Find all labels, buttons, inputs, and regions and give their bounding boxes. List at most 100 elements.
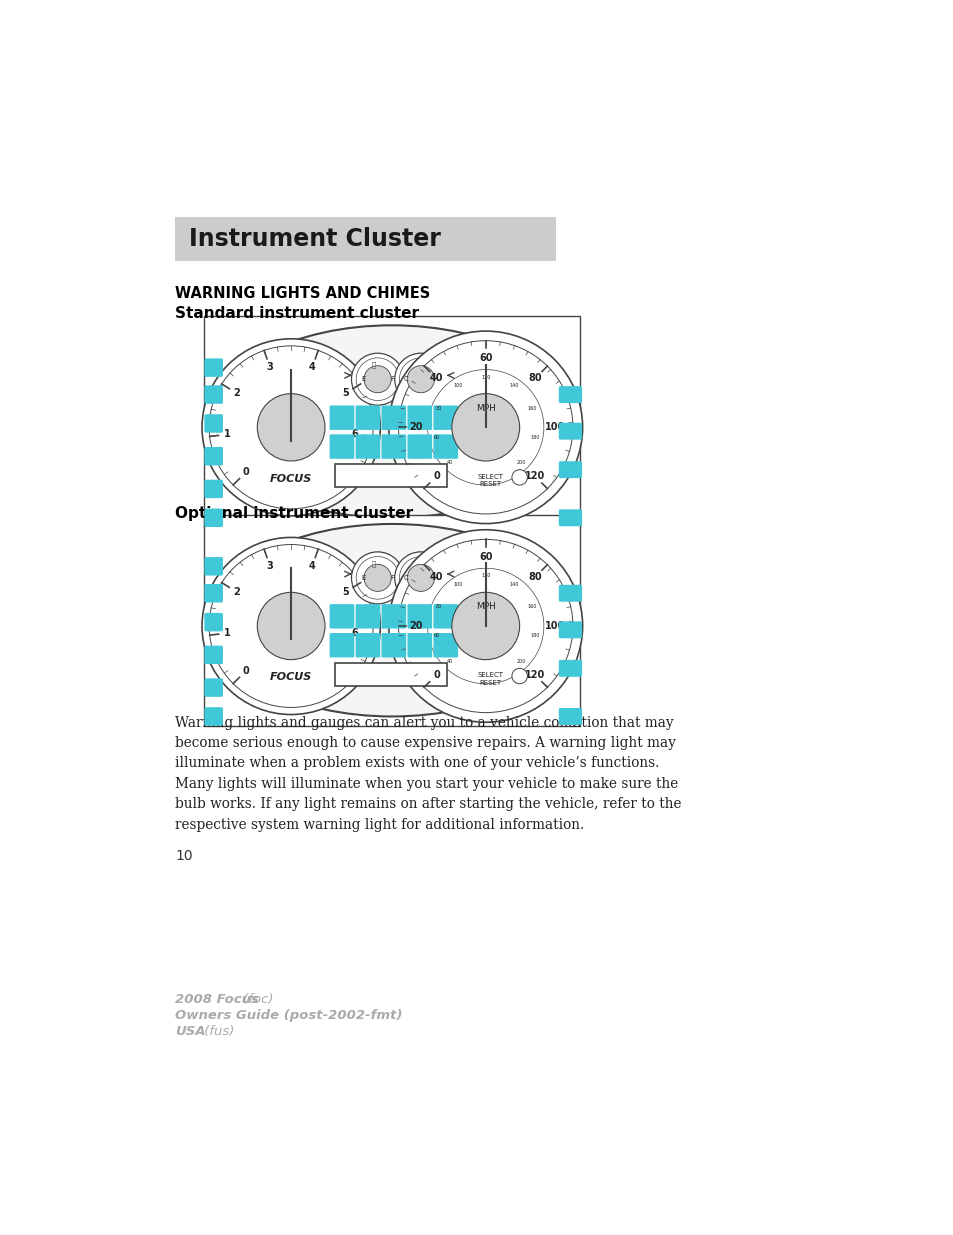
Text: E: E [360, 377, 365, 382]
Text: 4: 4 [309, 561, 315, 571]
Text: 120: 120 [480, 374, 490, 380]
Text: 120: 120 [480, 573, 490, 578]
Text: 40: 40 [447, 659, 453, 664]
Circle shape [389, 331, 582, 524]
Bar [204, 316, 579, 527]
Text: C: C [404, 574, 409, 580]
Text: 100: 100 [545, 621, 565, 631]
Text: MPH: MPH [476, 603, 496, 611]
Text: 10: 10 [174, 848, 193, 863]
FancyBboxPatch shape [204, 447, 223, 466]
FancyBboxPatch shape [204, 479, 223, 498]
FancyBboxPatch shape [204, 414, 223, 432]
Text: R|M: R|M [282, 608, 299, 618]
FancyBboxPatch shape [407, 435, 432, 458]
Bar [335, 464, 447, 487]
Circle shape [512, 668, 527, 684]
FancyBboxPatch shape [407, 604, 432, 629]
Circle shape [389, 530, 582, 722]
FancyBboxPatch shape [355, 604, 380, 629]
Text: Optional instrument cluster: Optional instrument cluster [174, 506, 413, 521]
Circle shape [257, 394, 325, 461]
Text: 0: 0 [242, 467, 249, 478]
FancyBboxPatch shape [204, 708, 223, 726]
Text: E: E [360, 574, 365, 580]
FancyBboxPatch shape [558, 422, 581, 440]
Text: 7: 7 [333, 467, 339, 478]
FancyBboxPatch shape [558, 387, 581, 403]
Circle shape [202, 338, 380, 516]
Circle shape [407, 564, 434, 592]
Circle shape [395, 353, 447, 405]
FancyBboxPatch shape [433, 435, 457, 458]
Text: 200: 200 [517, 659, 525, 664]
Text: 180: 180 [530, 435, 539, 440]
FancyBboxPatch shape [381, 634, 406, 657]
Circle shape [364, 564, 391, 592]
Text: USA: USA [174, 1025, 205, 1039]
FancyBboxPatch shape [558, 585, 581, 601]
Text: 5: 5 [342, 388, 349, 399]
Circle shape [364, 366, 391, 393]
Text: 3: 3 [266, 561, 274, 571]
Text: 120: 120 [524, 669, 544, 680]
Text: 2008 Focus: 2008 Focus [174, 993, 258, 1005]
Text: 60: 60 [433, 435, 439, 440]
Text: 0: 0 [433, 669, 439, 680]
FancyBboxPatch shape [381, 405, 406, 430]
Text: 80: 80 [436, 405, 442, 411]
FancyBboxPatch shape [204, 678, 223, 697]
Text: 180: 180 [530, 634, 539, 638]
Circle shape [512, 469, 527, 485]
Text: 1: 1 [224, 430, 231, 440]
FancyBboxPatch shape [330, 604, 354, 629]
FancyBboxPatch shape [330, 435, 354, 458]
Text: 4: 4 [309, 362, 315, 372]
Text: 100: 100 [545, 422, 565, 432]
Text: 3: 3 [266, 362, 274, 372]
Circle shape [452, 394, 519, 461]
FancyBboxPatch shape [381, 435, 406, 458]
FancyBboxPatch shape [433, 634, 457, 657]
Text: 2: 2 [233, 587, 240, 597]
FancyBboxPatch shape [407, 405, 432, 430]
Text: 80: 80 [528, 373, 541, 383]
Text: 80: 80 [528, 572, 541, 582]
Text: 40: 40 [447, 461, 453, 466]
Text: 160: 160 [527, 604, 537, 609]
Circle shape [202, 537, 380, 715]
Text: 200: 200 [517, 461, 525, 466]
Text: FOCUS: FOCUS [270, 672, 312, 683]
Circle shape [351, 552, 403, 604]
Circle shape [351, 353, 403, 405]
FancyBboxPatch shape [204, 613, 223, 631]
FancyBboxPatch shape [558, 621, 581, 638]
Text: 60: 60 [478, 353, 492, 363]
Text: 6: 6 [351, 629, 358, 638]
FancyBboxPatch shape [204, 385, 223, 404]
Text: 140: 140 [509, 582, 517, 587]
Text: SELECT
RESET: SELECT RESET [477, 473, 503, 487]
FancyBboxPatch shape [433, 604, 457, 629]
Circle shape [257, 593, 325, 659]
FancyBboxPatch shape [330, 634, 354, 657]
FancyBboxPatch shape [204, 646, 223, 664]
FancyBboxPatch shape [407, 634, 432, 657]
Circle shape [452, 593, 519, 659]
Circle shape [407, 366, 434, 393]
Text: F: F [390, 574, 394, 580]
Text: 0: 0 [433, 472, 439, 482]
Text: 120: 120 [524, 472, 544, 482]
FancyBboxPatch shape [558, 659, 581, 677]
Text: 7: 7 [333, 666, 339, 676]
Text: 6: 6 [351, 430, 358, 440]
Text: H: H [433, 574, 437, 580]
Text: 1: 1 [224, 629, 231, 638]
FancyBboxPatch shape [204, 584, 223, 603]
Ellipse shape [212, 524, 572, 716]
Text: 20: 20 [409, 621, 422, 631]
Bar [204, 515, 579, 726]
Bar [174, 216, 556, 262]
Text: 2: 2 [233, 388, 240, 399]
FancyBboxPatch shape [381, 604, 406, 629]
